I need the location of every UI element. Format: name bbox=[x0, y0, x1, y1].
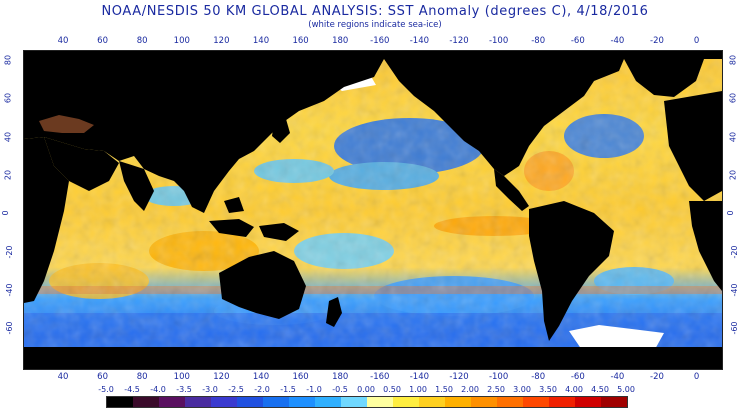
latitude-tick-label: -60 bbox=[730, 321, 740, 335]
longitude-tick-label: 120 bbox=[213, 372, 230, 382]
colorbar-segment bbox=[549, 397, 575, 407]
longitude-tick-label: 0 bbox=[693, 372, 700, 382]
latitude-tick-label: 40 bbox=[3, 131, 13, 142]
longitude-tick-label: 80 bbox=[136, 36, 148, 46]
longitude-tick-label: 80 bbox=[136, 372, 148, 382]
colorbar-segment bbox=[445, 397, 471, 407]
colorbar-tick-label: 4.00 bbox=[565, 385, 583, 394]
colorbar-segment bbox=[523, 397, 549, 407]
latitude-tick-label: 60 bbox=[728, 93, 738, 104]
latitude-tick-label: 40 bbox=[728, 131, 738, 142]
colorbar-tick-label: -2.0 bbox=[254, 385, 270, 394]
colorbar-segment bbox=[185, 397, 211, 407]
land-masses bbox=[24, 51, 722, 369]
colorbar-tick-label: -4.0 bbox=[150, 385, 166, 394]
longitude-tick-label: -40 bbox=[610, 36, 625, 46]
colorbar-tick-label: 1.00 bbox=[409, 385, 427, 394]
colorbar-tick-label: 2.50 bbox=[487, 385, 505, 394]
colorbar-tick-label: 3.00 bbox=[513, 385, 531, 394]
latitude-tick-label: 20 bbox=[3, 169, 13, 180]
longitude-tick-label: -80 bbox=[531, 36, 546, 46]
longitude-tick-label: -140 bbox=[409, 36, 430, 46]
colorbar-segment bbox=[133, 397, 159, 407]
colorbar-tick-label: -5.0 bbox=[98, 385, 114, 394]
latitude-tick-label: 20 bbox=[728, 169, 738, 180]
map-subtitle: (white regions indicate sea-ice) bbox=[308, 20, 442, 30]
longitude-tick-label: 140 bbox=[252, 36, 270, 46]
longitude-tick-label: 180 bbox=[332, 36, 349, 46]
longitude-tick-label: 0 bbox=[693, 36, 700, 46]
longitude-tick-label: -160 bbox=[370, 36, 390, 46]
colorbar-tick-label: -4.5 bbox=[124, 385, 140, 394]
colorbar-segment bbox=[419, 397, 445, 407]
colorbar-segment bbox=[159, 397, 185, 407]
longitude-tick-label: 40 bbox=[57, 372, 69, 382]
map-canvas bbox=[24, 51, 722, 369]
latitude-tick-label: -40 bbox=[5, 283, 15, 297]
colorbar-segment bbox=[315, 397, 341, 407]
colorbar-segment bbox=[575, 397, 601, 407]
longitude-tick-label: 180 bbox=[332, 372, 349, 382]
longitude-tick-label: -100 bbox=[488, 36, 509, 46]
latitude-tick-label: 0 bbox=[726, 210, 736, 216]
colorbar-tick-label: 1.50 bbox=[435, 385, 453, 394]
colorbar-segment bbox=[367, 397, 393, 407]
longitude-tick-label: 60 bbox=[97, 372, 109, 382]
colorbar-segment bbox=[393, 397, 419, 407]
highland-region bbox=[39, 115, 94, 133]
colorbar-tick-label: 0.00 bbox=[357, 385, 375, 394]
colorbar-segment bbox=[237, 397, 263, 407]
colorbar-tick-label: -0.5 bbox=[332, 385, 348, 394]
longitude-tick-label: -100 bbox=[488, 372, 509, 382]
longitude-tick-label: -80 bbox=[531, 372, 546, 382]
sst-anomaly-map[interactable] bbox=[23, 50, 723, 370]
map-title: NOAA/NESDIS 50 KM GLOBAL ANALYSIS: SST A… bbox=[101, 4, 649, 19]
colorbar-tick-label: 4.50 bbox=[591, 385, 609, 394]
colorbar-tick-label: 3.50 bbox=[539, 385, 557, 394]
colorbar-segment bbox=[497, 397, 523, 407]
longitude-tick-label: -40 bbox=[610, 372, 625, 382]
longitude-tick-label: -120 bbox=[449, 36, 469, 46]
colorbar-tick-label: 5.00 bbox=[617, 385, 635, 394]
longitude-tick-label: 60 bbox=[97, 36, 109, 46]
longitude-tick-label: 100 bbox=[173, 36, 190, 46]
longitude-tick-label: 160 bbox=[292, 372, 309, 382]
colorbar-tick-label: 2.00 bbox=[461, 385, 479, 394]
longitude-tick-label: -60 bbox=[570, 36, 585, 46]
longitude-tick-label: -160 bbox=[370, 372, 390, 382]
colorbar-tick-label: 0.50 bbox=[383, 385, 401, 394]
longitude-tick-label: 140 bbox=[252, 372, 270, 382]
longitude-tick-label: -120 bbox=[449, 372, 469, 382]
colorbar-tick-label: -3.5 bbox=[176, 385, 192, 394]
latitude-tick-label: 60 bbox=[3, 93, 13, 104]
longitude-tick-label: 40 bbox=[57, 36, 69, 46]
latitude-tick-label: 0 bbox=[1, 210, 11, 216]
latitude-tick-label: 80 bbox=[728, 54, 738, 66]
longitude-tick-label: -60 bbox=[570, 372, 585, 382]
latitude-tick-label: -60 bbox=[5, 321, 15, 335]
colorbar-segment bbox=[107, 397, 133, 407]
longitude-tick-label: 160 bbox=[292, 36, 309, 46]
latitude-tick-label: 80 bbox=[3, 54, 13, 66]
latitude-tick-label: -20 bbox=[5, 244, 15, 259]
longitude-tick-label: -20 bbox=[650, 372, 664, 382]
colorbar-tick-label: -2.5 bbox=[228, 385, 244, 394]
longitude-tick-label: 120 bbox=[213, 36, 230, 46]
latitude-tick-label: -40 bbox=[730, 283, 740, 297]
colorbar-segment bbox=[341, 397, 367, 407]
colorbar bbox=[106, 396, 628, 408]
longitude-tick-label: 100 bbox=[173, 372, 190, 382]
colorbar-segment bbox=[263, 397, 289, 407]
colorbar-segment bbox=[471, 397, 497, 407]
longitude-tick-label: -20 bbox=[650, 36, 664, 46]
colorbar-tick-label: -1.5 bbox=[280, 385, 296, 394]
colorbar-segment bbox=[211, 397, 237, 407]
colorbar-tick-label: -1.0 bbox=[306, 385, 322, 394]
colorbar-segment bbox=[601, 397, 627, 407]
latitude-tick-label: -20 bbox=[730, 244, 740, 259]
colorbar-tick-label: -3.0 bbox=[202, 385, 218, 394]
colorbar-segment bbox=[289, 397, 315, 407]
longitude-tick-label: -140 bbox=[409, 372, 430, 382]
